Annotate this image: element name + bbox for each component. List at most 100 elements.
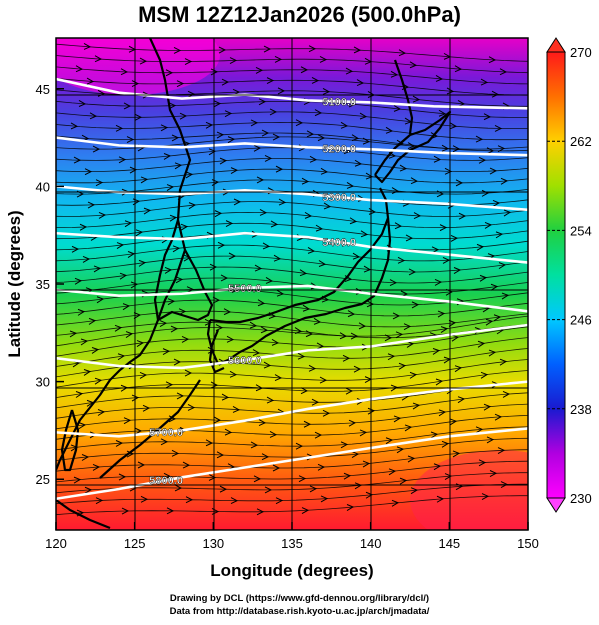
streamline-arrow bbox=[404, 424, 413, 432]
streamline-arrow bbox=[81, 454, 90, 461]
streamline-arrow bbox=[82, 255, 91, 263]
streamline-arrow bbox=[92, 145, 101, 153]
streamline-arrow bbox=[275, 497, 284, 505]
streamline-arrow bbox=[266, 77, 275, 85]
streamline-arrow bbox=[218, 46, 227, 54]
colorbar-gradient bbox=[546, 51, 566, 499]
contour-line bbox=[56, 136, 528, 157]
streamline-arrow bbox=[215, 324, 224, 332]
streamline-arrow bbox=[116, 242, 125, 249]
streamline-arrow bbox=[255, 66, 264, 74]
streamline-arrow bbox=[220, 274, 229, 282]
gridlines bbox=[56, 38, 528, 530]
streamline-arrow bbox=[295, 442, 304, 450]
streamline-arrow bbox=[497, 447, 506, 454]
streamline-arrow bbox=[353, 365, 362, 373]
streamline-arrow bbox=[208, 473, 217, 481]
streamline-arrow bbox=[221, 78, 230, 86]
streamline-arrow bbox=[299, 269, 308, 277]
streamline-arrow bbox=[265, 276, 274, 284]
streamline-arrow bbox=[140, 495, 149, 503]
x-tick-label: 150 bbox=[517, 536, 539, 551]
streamline-arrow bbox=[86, 77, 95, 85]
streamline-arrow bbox=[83, 42, 92, 50]
streamline-arrow bbox=[188, 202, 197, 210]
streamline-arrow bbox=[446, 87, 455, 95]
streamline-arrow bbox=[315, 224, 324, 232]
y-tick-label: 25 bbox=[36, 472, 50, 487]
streamline-arrow bbox=[477, 340, 486, 348]
streamline-arrow bbox=[165, 69, 174, 77]
streamline-arrow bbox=[322, 409, 331, 417]
streamline-arrow bbox=[307, 246, 316, 254]
streamline-arrow bbox=[320, 167, 329, 175]
streamline-arrow bbox=[410, 177, 419, 185]
credits: Drawing by DCL (https://www.gfd-dennou.o… bbox=[0, 592, 599, 618]
coastline-korea bbox=[153, 219, 180, 321]
streamline-arrow bbox=[483, 113, 492, 121]
colorbar-tick-label: 238 bbox=[570, 402, 592, 417]
streamline-arrow bbox=[126, 136, 135, 144]
contour-label: 5500.0 bbox=[228, 283, 262, 295]
streamline-arrow bbox=[499, 68, 508, 76]
streamline-arrow bbox=[434, 278, 443, 286]
streamline-arrow bbox=[122, 303, 131, 311]
streamline-arrow bbox=[385, 126, 394, 134]
streamline-arrow bbox=[300, 387, 309, 395]
streamline-arrow bbox=[272, 133, 281, 141]
streamline-arrow bbox=[433, 463, 442, 471]
streamline-arrow bbox=[84, 486, 93, 494]
streamline-arrow bbox=[136, 340, 145, 347]
streamline-arrow bbox=[115, 440, 124, 447]
streamline-arrow bbox=[134, 113, 143, 121]
streamline-arrow bbox=[143, 207, 152, 215]
streamline-arrow bbox=[130, 281, 139, 289]
streamline-arrow bbox=[173, 358, 182, 366]
streamline-arrow bbox=[74, 277, 83, 285]
streamline-arrow bbox=[118, 156, 127, 164]
streamline-arrow bbox=[123, 102, 132, 110]
streamline-arrow bbox=[139, 371, 148, 379]
streamline-arrow bbox=[250, 119, 259, 127]
streamline-arrow bbox=[435, 75, 444, 82]
streamline-arrow bbox=[94, 377, 103, 385]
streamline-arrow bbox=[319, 376, 328, 384]
streamline-arrow bbox=[430, 431, 439, 439]
x-axis-ticks: 120 125 130 135 140 145 150 bbox=[45, 522, 539, 551]
streamline-arrow bbox=[318, 260, 327, 267]
streamline-arrow bbox=[176, 392, 185, 400]
streamline-arrow bbox=[254, 264, 263, 272]
streamline-arrow bbox=[159, 320, 168, 327]
streamline-arrow bbox=[489, 167, 498, 175]
cold-core-shade bbox=[56, 38, 220, 95]
streamline-arrow bbox=[208, 148, 217, 156]
streamline-arrow bbox=[178, 308, 187, 316]
streamline-arrow bbox=[411, 301, 420, 309]
streamline-arrow bbox=[295, 119, 304, 127]
streamline-arrow bbox=[162, 348, 171, 356]
streamline-arrow bbox=[455, 179, 464, 187]
streamline-arrow bbox=[70, 122, 79, 130]
streamline-arrow bbox=[485, 318, 494, 326]
streamline-arrow bbox=[88, 317, 97, 325]
streamline-arrow bbox=[300, 66, 309, 74]
streamline-arrow bbox=[458, 212, 467, 220]
streamline-arrow bbox=[452, 450, 461, 458]
streamline-arrow bbox=[319, 55, 328, 63]
streamline-arrow bbox=[97, 409, 106, 416]
streamline-arrow bbox=[133, 312, 142, 320]
streamline-arrow bbox=[180, 223, 189, 231]
streamline-arrow bbox=[258, 98, 267, 106]
streamline-arrow bbox=[394, 222, 403, 230]
streamline-arrow bbox=[437, 310, 446, 318]
streamline-arrow bbox=[314, 109, 323, 117]
streamline-arrow bbox=[365, 172, 374, 180]
streamline-arrow bbox=[224, 110, 233, 118]
streamline-arrow bbox=[270, 220, 279, 228]
streamline-arrow bbox=[354, 159, 363, 167]
x-tick-label: 135 bbox=[281, 536, 303, 551]
streamline-arrow bbox=[138, 259, 147, 267]
streamline-arrow bbox=[359, 112, 368, 120]
streamline-arrow bbox=[484, 221, 493, 229]
streamline-arrow bbox=[313, 317, 322, 325]
